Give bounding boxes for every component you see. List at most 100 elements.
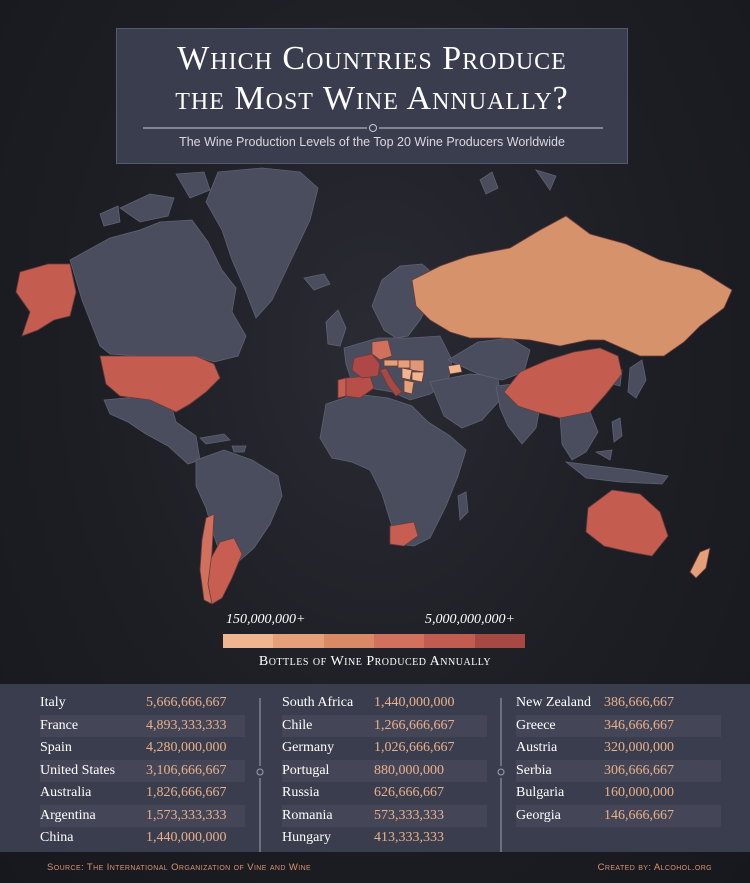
production-value: 626,666,667 [374,785,444,800]
production-value: 5,666,666,667 [146,695,227,710]
indonesia [564,449,669,485]
iceland [303,273,331,291]
table-column-2: South Africa 1,440,000,000 Chile 1,266,666,… [282,692,487,850]
country-name: South Africa [282,695,354,710]
country-name: France [40,717,79,733]
country-russia [411,215,733,357]
table-row: Austria 320,000,000 [516,737,721,760]
country-china [503,347,623,419]
table-row: Portugal 880,000,000 [282,759,487,782]
credit-note: Created by: Alcohol.org [597,862,712,873]
column-separator-2 [497,698,505,852]
country-name: Bulgaria [516,785,565,800]
country-name: Spain [40,740,72,755]
philippines [611,417,623,443]
title-box: Which Countries Produce the Most Wine An… [116,28,628,164]
country-name: Argentina [40,807,96,823]
column-separator-1 [256,698,264,852]
country-name: New Zealand [516,695,592,710]
country-name: Greece [516,717,556,733]
production-value: 1,826,666,667 [146,785,227,800]
country-name: Portugal [282,762,330,778]
production-value: 3,106,666,667 [146,762,227,778]
legend-min-label: 150,000,000+ [226,612,306,627]
country-portugal [337,377,347,399]
table-column-3: New Zealand 386,666,667 Greece 346,666,667 A… [516,692,721,827]
country-name: Germany [282,740,335,755]
country-australia [585,489,669,557]
uk [325,309,347,347]
table-row: Georgia 146,666,667 [516,804,721,827]
production-value: 160,000,000 [604,785,674,800]
country-germany [371,339,393,361]
country-name: Georgia [516,807,561,823]
production-value: 346,666,667 [604,717,674,733]
country-name: Austria [516,740,558,755]
table-row: Australia 1,826,666,667 [40,782,245,805]
country-chile [199,513,215,605]
legend-swatch [424,634,475,648]
africa [319,393,467,547]
table-row: South Africa 1,440,000,000 [282,692,487,715]
country-italy [379,367,403,397]
table-row: Spain 4,280,000,000 [40,737,245,760]
country-name: China [40,830,74,845]
country-name: Australia [40,785,92,800]
country-bulgaria [411,371,425,383]
table-row: Russia 626,666,667 [282,782,487,805]
country-name: Chile [282,717,313,733]
legend-swatch [223,634,274,648]
table-row: France 4,893,333,333 [40,714,245,737]
legend-max-label: 5,000,000,000+ [425,612,515,627]
country-hungary [397,359,411,369]
country-austria [383,359,399,367]
country-spain [345,375,375,399]
production-value: 1,026,666,667 [374,740,455,755]
table-row: Argentina 1,573,333,333 [40,804,245,827]
legend-swatch [474,634,525,648]
production-value: 1,440,000,000 [374,695,455,710]
table-row: Romania 573,333,333 [282,804,487,827]
production-value: 386,666,667 [604,695,674,710]
production-value: 1,266,666,667 [374,717,455,733]
production-value: 573,333,333 [374,807,444,823]
table-row: Germany 1,026,666,667 [282,737,487,760]
caribbean [199,433,247,453]
japan [627,359,647,399]
country-usa [99,355,221,413]
country-greece [403,379,415,395]
production-value: 413,333,333 [374,830,444,845]
central-asia [447,337,531,381]
legend-swatch [273,634,324,648]
table-row: China 1,440,000,000 [40,827,245,850]
table-row: Bulgaria 160,000,000 [516,782,721,805]
south-america [195,449,283,565]
country-name: Italy [40,695,66,710]
production-value: 1,573,333,333 [146,807,227,823]
source-note: Source: The International Organization o… [47,862,312,873]
country-name: Serbia [516,762,552,778]
subtitle: The Wine Production Levels of the Top 20… [179,135,565,149]
production-value: 880,000,000 [374,762,444,778]
table-row: Hungary 413,333,333 [282,827,487,850]
country-name: Romania [282,807,333,823]
arctic-siberia [479,169,557,195]
table-column-1: Italy 5,666,666,667 France 4,893,333,333 Spa… [40,692,245,850]
middle-east [429,373,501,429]
legend-swatch [323,634,374,648]
production-value: 4,893,333,333 [146,717,227,733]
country-name: United States [40,762,116,778]
table-row: Serbia 306,666,667 [516,759,721,782]
country-serbia [401,367,413,381]
title-divider [143,124,603,132]
production-value: 146,666,667 [604,807,674,823]
table-row: Italy 5,666,666,667 [40,692,245,715]
country-name: Russia [282,785,320,800]
legend-color-scale [223,634,525,648]
production-value: 320,000,000 [604,740,674,755]
country-name: Hungary [282,830,331,845]
table-row: United States 3,106,666,667 [40,759,245,782]
production-table: Italy 5,666,666,667 France 4,893,333,333 Spa… [0,684,750,852]
canada [69,219,247,363]
legend-swatch [373,634,425,648]
